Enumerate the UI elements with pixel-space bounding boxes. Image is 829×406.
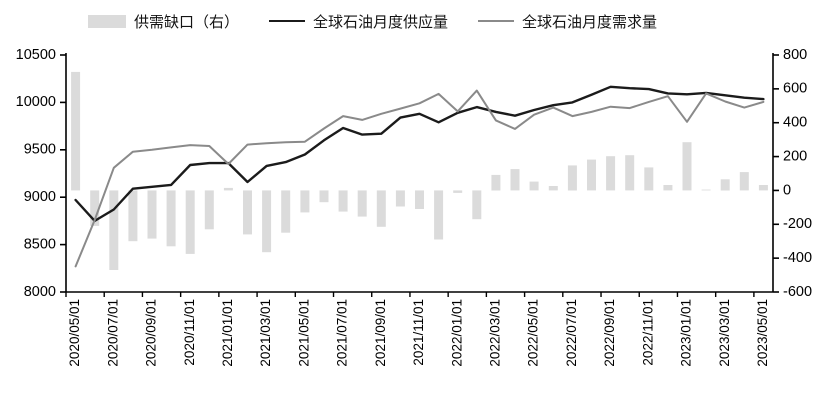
legend-label-supply: 全球石油月度供应量 [312,13,448,31]
gap-bar [663,185,673,191]
legend-label-gap: 供需缺口（右） [133,13,239,31]
x-axis-label: 2020/07/01 [105,299,120,367]
gap-bar [128,190,138,242]
right-axis-label: 0 [783,182,791,198]
gap-bar [510,169,520,191]
x-axis-ticks [65,292,755,297]
gap-bar [472,190,482,220]
x-axis-label: 2023/05/01 [755,299,770,367]
gap-bar [548,186,558,191]
gap-bar [415,190,424,209]
gap-bar [243,190,252,235]
left-axis-label: 8000 [24,284,56,300]
gap-bar [281,190,291,233]
x-axis-label: 2021/11/01 [411,299,426,366]
legend-item-gap: 供需缺口（右） [87,11,239,32]
right-axis-label: -400 [783,250,812,266]
x-axis-label: 2023/03/01 [717,299,732,367]
right-axis-label: 200 [783,148,807,164]
x-axis-label: 2021/09/01 [373,299,388,367]
right-axis-label: 800 [783,47,807,63]
legend-swatch-supply-line [268,20,305,22]
gap-bar [147,190,157,239]
gap-bar [166,190,176,247]
chart-legend: 供需缺口（右） 全球石油月度供应量 全球石油月度需求量 [0,6,787,36]
legend-swatch-gap-bar [87,14,126,28]
gap-bar [529,181,539,191]
x-axis-label: 2022/03/01 [487,299,502,367]
gap-bar [376,190,386,227]
x-axis-label: 2022/05/01 [526,299,541,367]
x-axis-label: 2021/07/01 [335,299,350,367]
x-axis-label: 2020/09/01 [144,299,159,367]
gap-bar [758,185,768,191]
left-axis-label: 8500 [24,236,56,252]
gap-bar [701,189,711,191]
supply-line [74,85,765,223]
left-axis-ticks: 10500 10000 9500 9000 8500 8000 [16,47,66,300]
gap-bar [625,155,635,191]
gap-bar [109,190,119,270]
gap-bar [739,172,749,191]
x-axis-label: 2021/05/01 [296,299,311,367]
x-axis-label: 2023/01/01 [679,299,694,367]
gap-bar [300,190,310,213]
gap-bar [90,190,100,226]
gap-bar [720,179,730,191]
gap-bar [185,190,195,254]
x-axis-label: 2022/01/01 [449,299,464,367]
gap-bar [223,187,233,191]
gap-bar [491,174,501,191]
legend-swatch-demand-line [478,20,514,22]
x-axis-label: 2022/07/01 [564,299,579,367]
gap-bar [204,190,214,230]
x-axis-label: 2020/11/01 [182,299,197,366]
gap-bar [262,190,272,253]
legend-item-demand: 全球石油月度需求量 [478,11,657,32]
x-axis-label: 2022/09/01 [602,299,617,367]
chart-canvas: 10500 10000 9500 9000 8500 8000 800 600 400 200 0 -… [16,47,812,367]
left-axis-label: 9000 [24,189,56,205]
left-axis-label: 10000 [16,94,56,110]
gap-bar [395,190,405,207]
right-axis-label: -600 [783,284,812,300]
gap-bar [567,165,577,191]
x-axis-label: 2022/11/01 [640,299,655,366]
x-axis-label: 2021/01/01 [220,299,235,367]
gap-bar [587,159,596,191]
gap-bar [644,167,654,191]
left-axis-label: 10500 [16,47,56,63]
gap-bar [71,71,81,191]
legend-item-supply: 全球石油月度供应量 [268,11,448,32]
gap-bar [453,190,463,193]
x-axis-label: 2020/05/01 [67,299,82,367]
right-axis-label: -200 [783,216,812,232]
x-axis-labels: 2020/05/01 2020/07/01 2020/09/01 2020/11/01… [67,299,770,367]
gap-bar [434,190,444,240]
left-axis-label: 9500 [24,142,56,158]
gap-bar [319,190,329,203]
right-axis-label: 400 [783,115,807,131]
demand-line [74,89,765,268]
gap-bar [606,156,616,191]
gap-bar [682,142,692,191]
legend-label-demand: 全球石油月度需求量 [522,13,658,31]
x-axis-label: 2021/03/01 [258,299,273,367]
gap-bars [71,71,768,270]
right-axis-ticks: 800 600 400 200 0 -200 -400 -600 [773,47,812,300]
right-axis-label: 600 [783,81,807,97]
axes [65,53,774,293]
gap-bar [357,190,367,217]
gap-bar [338,190,348,212]
